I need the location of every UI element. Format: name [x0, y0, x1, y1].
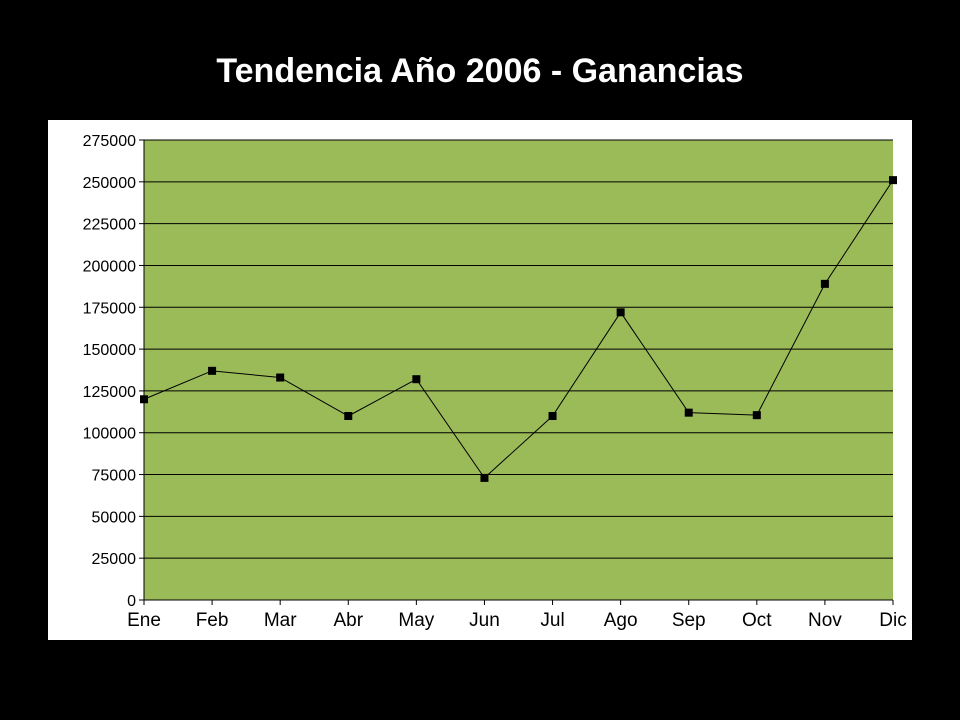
chart-panel: 0 25000 50000 75000 100000 125000 150000 175000… — [48, 120, 912, 640]
data-point — [140, 395, 148, 404]
data-point — [752, 411, 761, 420]
x-tick-label: Oct — [742, 610, 772, 631]
data-point — [208, 366, 217, 375]
x-tick-label: Jun — [469, 610, 500, 631]
slide-title: Tendencia Año 2006 - Ganancias — [216, 52, 744, 90]
data-point — [616, 308, 625, 317]
y-tick-label: 125000 — [83, 384, 136, 401]
y-tick-labels: 0 25000 50000 75000 100000 125000 150000 175000… — [83, 133, 136, 610]
y-tick-label: 100000 — [83, 426, 136, 443]
y-tick-label: 275000 — [83, 133, 136, 150]
x-tick-label: Ago — [604, 610, 638, 631]
y-tick-label: 75000 — [92, 468, 137, 485]
data-point — [820, 279, 829, 288]
y-tick-label: 175000 — [83, 300, 136, 317]
x-tick-label: Jul — [540, 610, 564, 631]
line-chart: 0 25000 50000 75000 100000 125000 150000 175000… — [83, 133, 907, 631]
data-point — [344, 412, 353, 420]
series-group — [140, 176, 897, 482]
x-tick-label: Abr — [333, 610, 363, 631]
data-point — [548, 412, 557, 420]
y-tick-label: 0 — [127, 593, 136, 610]
data-point — [412, 375, 421, 384]
data-point — [684, 408, 693, 417]
data-point — [889, 176, 897, 185]
grid-lines — [139, 139, 893, 601]
x-tick-label: Sep — [672, 610, 706, 631]
series-line — [143, 179, 894, 479]
x-tick-labels: Ene Feb Mar Abr May Jun Jul Ago Sep Oct Nov Dic — [127, 610, 907, 631]
x-tick-label: May — [398, 610, 434, 631]
y-tick-label: 200000 — [83, 258, 136, 275]
y-tick-label: 50000 — [92, 509, 137, 526]
y-tick-label: 250000 — [83, 175, 136, 192]
y-tick-label: 25000 — [92, 551, 137, 568]
data-point — [480, 473, 489, 482]
axes — [143, 140, 894, 605]
x-tick-label: Nov — [808, 610, 842, 631]
x-tick-label: Feb — [196, 610, 229, 631]
y-tick-label: 225000 — [83, 217, 136, 234]
data-point — [276, 373, 285, 382]
x-tick-label: Dic — [879, 610, 906, 631]
x-tick-label: Mar — [264, 610, 297, 631]
plot-area — [144, 140, 893, 600]
x-tick-label: Ene — [127, 610, 161, 631]
y-tick-label: 150000 — [83, 342, 136, 359]
